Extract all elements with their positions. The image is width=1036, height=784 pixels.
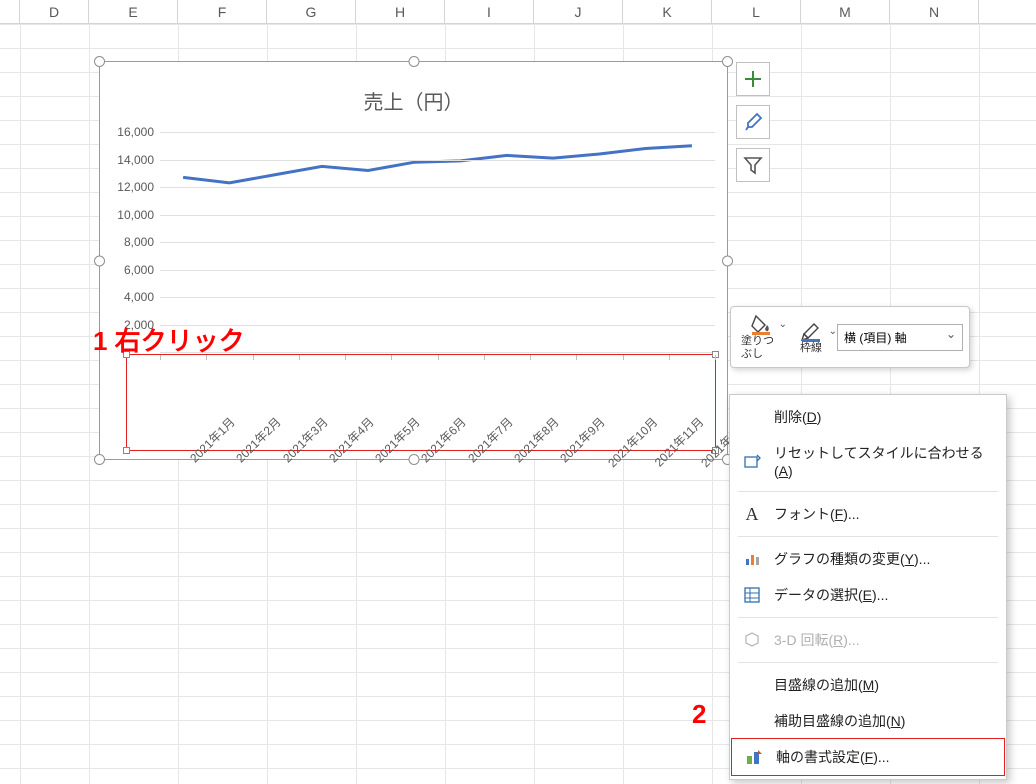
axis-sel-handle[interactable] [123, 447, 130, 454]
chart-element-select[interactable]: 横 (項目) 軸 [837, 324, 963, 351]
y-tick-label: 4,000 [124, 290, 154, 304]
annotation-step-1: 1 右クリック [93, 321, 245, 358]
menu-separator [738, 491, 998, 492]
y-tick-label: 6,000 [124, 263, 154, 277]
plot-area[interactable] [160, 132, 715, 352]
resize-handle[interactable] [408, 56, 419, 67]
plus-icon [744, 70, 762, 88]
fill-icon [750, 313, 772, 335]
menu-item-label: 3-D 回転(R)... [774, 630, 860, 650]
x-tick-label: 2021年7月 [463, 413, 516, 466]
x-tick-label: 2021年6月 [417, 413, 470, 466]
menu-item-label: リセットしてスタイルに合わせる(A) [774, 443, 992, 479]
x-tick-label: 2021年2月 [232, 413, 285, 466]
menu-item[interactable]: 削除(D) [730, 399, 1006, 435]
x-tick-label: 2021年3月 [278, 413, 331, 466]
outline-icon [800, 320, 822, 342]
menu-separator [738, 536, 998, 537]
resize-handle[interactable] [408, 454, 419, 465]
fill-label: 塗りつぶし [741, 335, 781, 361]
brush-icon [743, 112, 763, 132]
menu-item-label: 削除(D) [774, 407, 821, 427]
menu-item[interactable]: 補助目盛線の追加(N) [730, 703, 1006, 739]
menu-item-label: 目盛線の追加(M) [774, 675, 879, 695]
column-header[interactable]: H [356, 0, 445, 23]
blank-icon [742, 407, 762, 427]
menu-item[interactable]: 目盛線の追加(M) [730, 667, 1006, 703]
annotation-step-2: 2 [692, 699, 706, 730]
menu-item-label: フォント(F)... [774, 504, 860, 524]
dropdown-caret-icon: ⌄ [779, 319, 787, 331]
chart-type-icon [742, 549, 762, 569]
column-header[interactable]: J [534, 0, 623, 23]
y-tick-label: 8,000 [124, 235, 154, 249]
chart-elements-button[interactable] [736, 62, 770, 96]
column-header-row: DEFGHIJKLMN [0, 0, 1036, 24]
x-axis-labels[interactable]: 2021年1月2021年2月2021年3月2021年4月2021年5月2021年… [160, 367, 715, 451]
menu-item-label: グラフの種類の変更(Y)... [774, 549, 930, 569]
x-tick-label: 2021年9月 [556, 413, 609, 466]
chart-object[interactable]: 売上（円） 16,000 14,000 12,000 10,000 8,000 6,000… [99, 61, 728, 460]
select-value: 横 (項目) 軸 [844, 331, 907, 345]
filter-icon [743, 155, 763, 175]
resize-handle[interactable] [94, 56, 105, 67]
menu-item[interactable]: 軸の書式設定(F)... [731, 738, 1005, 776]
column-header[interactable]: L [712, 0, 801, 23]
chart-styles-button[interactable] [736, 105, 770, 139]
y-tick-label: 10,000 [117, 208, 154, 222]
x-tick-label: 2021年1月 [186, 413, 239, 466]
column-header[interactable]: K [623, 0, 712, 23]
resize-handle[interactable] [722, 56, 733, 67]
y-axis[interactable]: 16,00014,00012,00010,0008,0006,0004,0002… [108, 132, 160, 352]
reset-icon [742, 451, 762, 471]
menu-separator [738, 617, 998, 618]
column-header[interactable]: I [445, 0, 534, 23]
chart-filters-button[interactable] [736, 148, 770, 182]
column-header[interactable]: G [267, 0, 356, 23]
menu-item[interactable]: データの選択(E)... [730, 577, 1006, 613]
context-menu[interactable]: 削除(D) リセットしてスタイルに合わせる(A) A フォント(F)... グラフの種類… [729, 394, 1007, 780]
fill-button[interactable]: ⌄ 塗りつぶし [737, 311, 785, 363]
y-tick-label: 16,000 [117, 125, 154, 139]
chart-title[interactable]: 売上（円） [100, 62, 727, 115]
menu-item[interactable]: リセットしてスタイルに合わせる(A) [730, 435, 1006, 487]
resize-handle[interactable] [94, 454, 105, 465]
chart-side-buttons [736, 62, 770, 182]
resize-handle[interactable] [722, 255, 733, 266]
menu-separator [738, 662, 998, 663]
col-header-gutter [0, 0, 20, 23]
y-tick-label: 14,000 [117, 153, 154, 167]
menu-item: 3-D 回転(R)... [730, 622, 1006, 658]
rotate-3d-icon [742, 630, 762, 650]
x-tick-label: 2021年4月 [325, 413, 378, 466]
font-icon: A [742, 504, 762, 524]
x-axis-selection[interactable]: 2021年1月2021年2月2021年3月2021年4月2021年5月2021年… [126, 354, 716, 451]
blank-icon [742, 711, 762, 731]
menu-item-label: 補助目盛線の追加(N) [774, 711, 905, 731]
outline-button[interactable]: ⌄ 枠線 [787, 318, 835, 357]
resize-handle[interactable] [94, 255, 105, 266]
blank-icon [742, 675, 762, 695]
column-header[interactable]: N [890, 0, 979, 23]
menu-item[interactable]: グラフの種類の変更(Y)... [730, 541, 1006, 577]
format-axis-icon [744, 747, 764, 767]
column-header[interactable]: M [801, 0, 890, 23]
mini-toolbar[interactable]: ⌄ 塗りつぶし ⌄ 枠線 横 (項目) 軸 [730, 306, 970, 368]
column-header[interactable]: D [20, 0, 89, 23]
column-header[interactable]: E [89, 0, 178, 23]
outline-label: 枠線 [800, 342, 822, 355]
y-tick-label: 12,000 [117, 180, 154, 194]
menu-item-label: データの選択(E)... [774, 585, 888, 605]
menu-item-label: 軸の書式設定(F)... [776, 747, 890, 767]
column-header[interactable]: F [178, 0, 267, 23]
dropdown-caret-icon: ⌄ [829, 326, 837, 338]
x-tick-label: 2021年8月 [510, 413, 563, 466]
menu-item[interactable]: A フォント(F)... [730, 496, 1006, 532]
select-data-icon [742, 585, 762, 605]
